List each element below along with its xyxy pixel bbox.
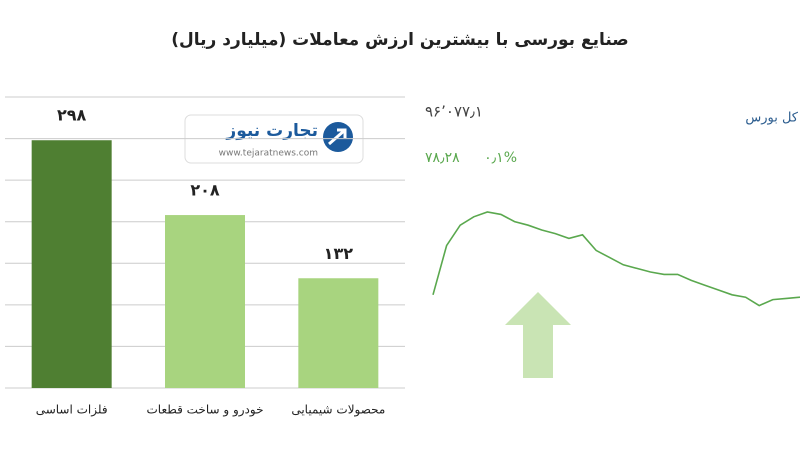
index-line: [432, 211, 800, 307]
logo-text: تجارت نیوز: [225, 121, 318, 141]
logo-url: www.tejaratnews.com: [219, 149, 318, 159]
index-percent: ۰٫۱%: [484, 150, 517, 166]
index-value: ۹۶٬۰۷۷٫۱: [425, 103, 483, 121]
bar: [31, 140, 112, 388]
logo-arrow: [328, 128, 347, 146]
chart-title: صنایع بورسی با بیشترین ارزش معاملات (میل…: [171, 30, 628, 50]
value-label: ۲۰۸: [190, 181, 220, 200]
index-change: ۷۸٫۲۸: [425, 150, 460, 166]
x-tick-label: خودرو و ساخت قطعات: [146, 403, 263, 418]
x-tick-label: فلزات اساسی: [36, 403, 108, 418]
up-arrow: [505, 292, 571, 378]
x-tick-label: محصولات شیمیایی: [291, 403, 385, 418]
bar: [165, 215, 245, 388]
value-label: ۲۹۸: [57, 106, 87, 125]
bar: [298, 278, 379, 388]
value-label: ۱۳۲: [324, 244, 354, 263]
index-name: کل بورس: [745, 111, 798, 126]
